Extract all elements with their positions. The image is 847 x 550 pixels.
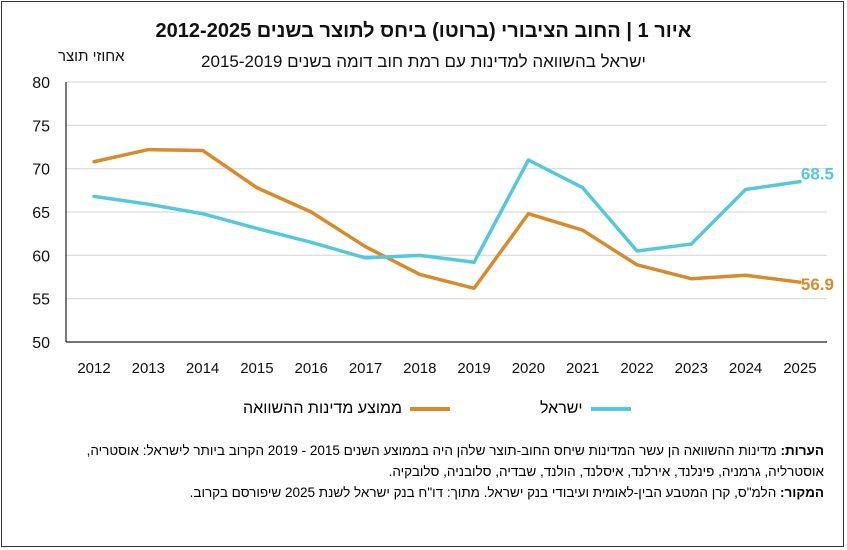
legend-label: ממוצע מדינות ההשוואה xyxy=(243,400,402,417)
data-point xyxy=(255,186,259,190)
y-axis-label: אחוזי תוצר xyxy=(58,48,125,65)
data-point xyxy=(744,273,748,277)
data-point xyxy=(418,272,422,276)
data-point xyxy=(526,158,530,162)
legend-swatch xyxy=(590,407,631,411)
notes: הערות: מדינות ההשוואה הן עשר המדינות שיח… xyxy=(64,440,824,482)
y-tick-label: 75 xyxy=(32,118,50,135)
data-point xyxy=(92,160,96,164)
y-tick-label: 60 xyxy=(32,248,50,265)
y-tick-label: 70 xyxy=(32,162,50,179)
x-tick-label: 2012 xyxy=(77,360,110,377)
x-tick-label: 2020 xyxy=(512,360,545,377)
data-point xyxy=(364,256,367,260)
data-point xyxy=(635,263,639,267)
x-tick-label: 2018 xyxy=(403,360,436,377)
x-tick-label: 2021 xyxy=(566,360,599,377)
data-point xyxy=(689,277,693,281)
legend-label: ישראל xyxy=(540,400,583,417)
series-line xyxy=(92,158,802,265)
series-line xyxy=(92,147,802,291)
x-tick-label: 2014 xyxy=(186,360,219,377)
data-point xyxy=(635,249,639,253)
end-data-label: 68.5 xyxy=(801,165,834,184)
data-point xyxy=(146,202,150,206)
source-label: המקור: xyxy=(780,485,824,500)
data-point xyxy=(798,180,802,184)
end-data-label: 56.9 xyxy=(801,275,834,294)
source: המקור: הלמ"ס, קרן המטבע הבין-לאומית ועיב… xyxy=(64,482,824,503)
x-tick-label: 2013 xyxy=(132,360,165,377)
y-tick-label: 55 xyxy=(32,292,50,309)
chart-title: איור 1 | החוב הציבורי (ברוטו) ביחס לתוצר… xyxy=(155,20,692,42)
x-tick-label: 2024 xyxy=(729,360,762,377)
x-tick-label: 2025 xyxy=(783,360,816,377)
data-point xyxy=(472,286,476,290)
x-tick-label: 2019 xyxy=(457,360,490,377)
data-point xyxy=(201,148,205,152)
data-point xyxy=(201,212,205,216)
data-point xyxy=(689,242,693,246)
x-tick-label: 2016 xyxy=(295,360,328,377)
data-point xyxy=(309,210,313,214)
data-point xyxy=(146,148,150,152)
data-point xyxy=(418,253,422,257)
y-tick-label: 80 xyxy=(32,75,50,92)
source-text: הלמ"ס, קרן המטבע הבין-לאומית ועיבודי בנק… xyxy=(189,485,777,500)
x-tick-label: 2023 xyxy=(675,360,708,377)
data-point xyxy=(798,280,802,284)
data-point xyxy=(526,212,530,216)
data-point xyxy=(255,226,259,230)
data-point xyxy=(309,240,313,244)
notes-label: הערות: xyxy=(780,443,824,458)
x-tick-label: 2017 xyxy=(349,360,382,377)
legend-swatch xyxy=(409,407,450,411)
data-point xyxy=(92,194,96,198)
notes-text: מדינות ההשוואה הן עשר המדינות שיחס החוב-… xyxy=(86,443,824,479)
y-tick-label: 50 xyxy=(32,335,50,352)
legend-item-comparison: ממוצע מדינות ההשוואה xyxy=(243,400,450,418)
y-tick-label: 65 xyxy=(32,205,50,222)
data-point xyxy=(581,186,585,190)
data-point xyxy=(364,245,367,249)
data-point xyxy=(581,228,585,232)
x-tick-label: 2022 xyxy=(620,360,653,377)
data-point xyxy=(472,260,476,264)
legend-item-israel: ישראל xyxy=(540,400,631,418)
notes-block: הערות: מדינות ההשוואה הן עשר המדינות שיח… xyxy=(64,440,824,503)
chart-subtitle: ישראל בהשוואה למדינות עם רמת חוב דומה בש… xyxy=(201,52,646,71)
x-tick-label: 2015 xyxy=(240,360,273,377)
data-point xyxy=(744,187,748,191)
